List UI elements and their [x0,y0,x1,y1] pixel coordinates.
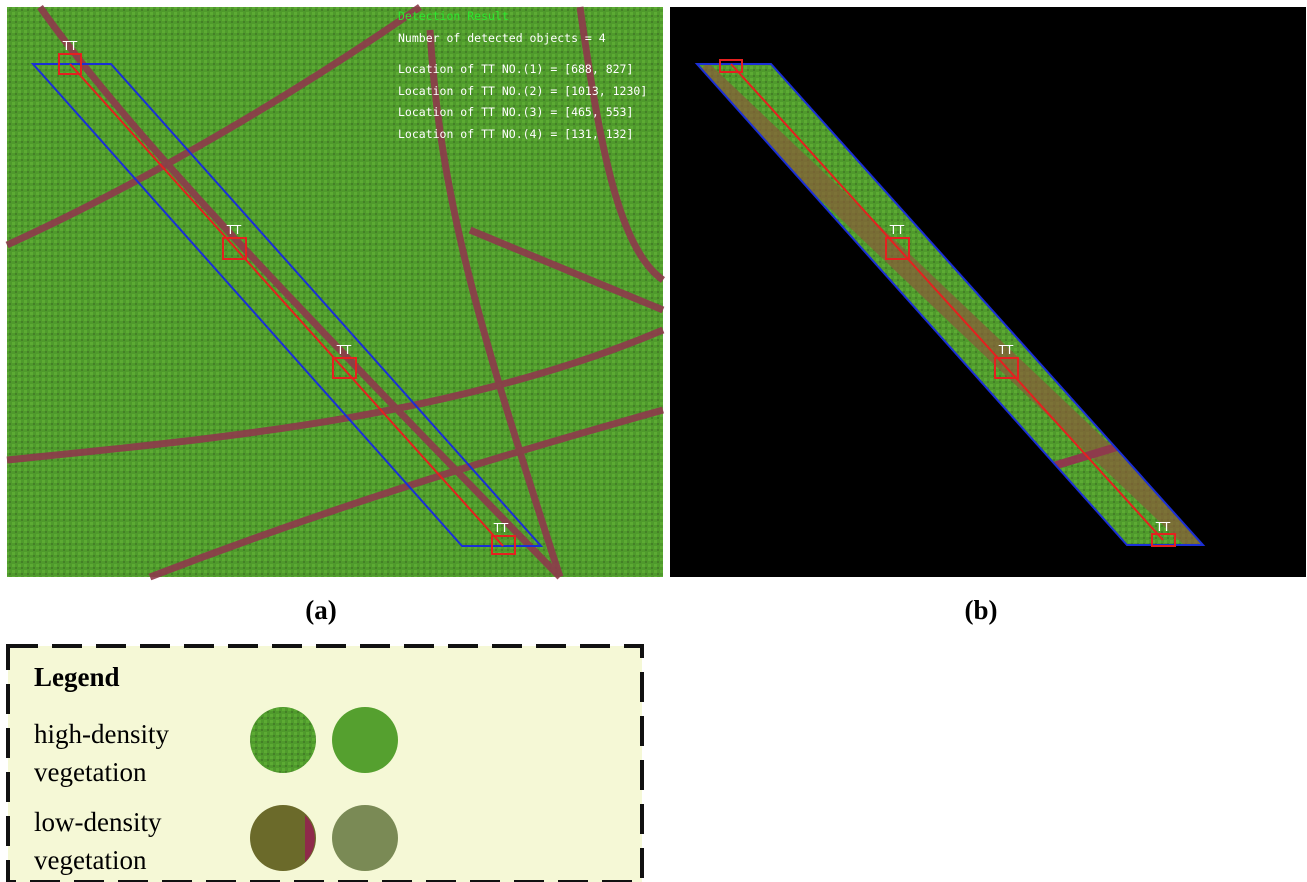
marker-label: TT [62,39,78,53]
legend-label: vegetation [34,845,147,875]
overlay-title: Detection Result [398,9,509,23]
overlay-location: Location of TT NO.(4) = [131, 132] [398,127,633,141]
overlay-location: Location of TT NO.(1) = [688, 827] [398,62,633,76]
swatch [332,707,398,773]
marker-label: TT [889,223,905,237]
marker-label: TT [1155,520,1171,534]
legend-label: vegetation [34,757,147,787]
swatch [250,707,316,773]
legend: Legend high-density vegetation low-densi… [8,646,642,882]
legend-label: low-density [34,807,162,837]
panel-a: TT TT TT TT Detection Result Number of d… [7,7,663,625]
marker-label: TT [226,223,242,237]
marker-label: TT [336,343,352,357]
legend-label: high-density [34,719,169,749]
overlay-location: Location of TT NO.(2) = [1013, 1230] [398,84,647,98]
swatch [332,805,398,871]
marker-label: TT [493,521,509,535]
marker-label: TT [998,343,1014,357]
caption: (a) [305,595,336,625]
overlay-location: Location of TT NO.(3) = [465, 553] [398,105,633,119]
figure: TT TT TT TT Detection Result Number of d… [0,0,1307,882]
overlay-count: Number of detected objects = 4 [398,31,606,45]
legend-title: Legend [34,662,120,692]
panel-b: TT TT TT (b) [670,7,1306,625]
caption: (b) [965,595,998,625]
